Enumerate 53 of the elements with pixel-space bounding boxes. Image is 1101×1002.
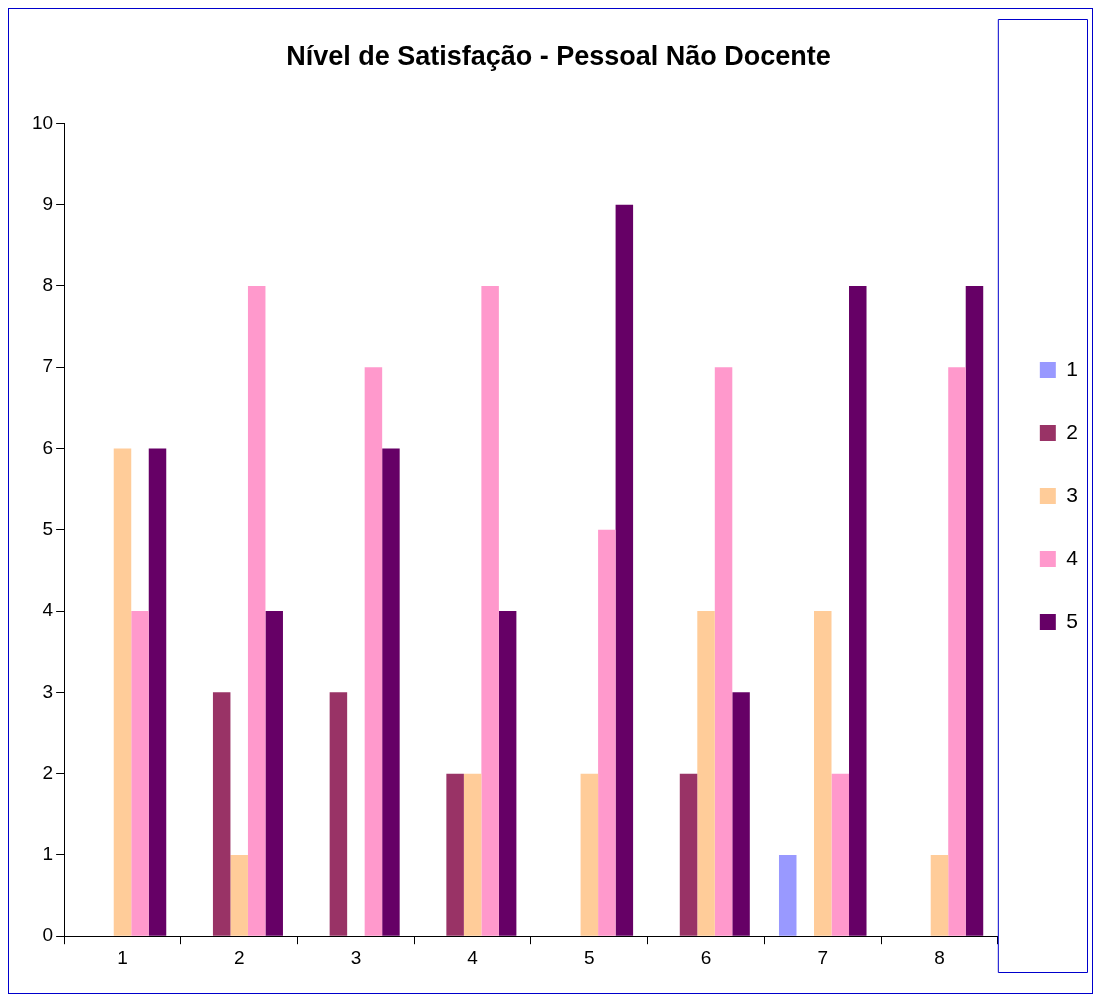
x-tick-label: 2 — [233, 946, 245, 968]
y-tick-label: 3 — [42, 680, 54, 702]
bar — [714, 367, 733, 936]
bar — [849, 285, 867, 936]
bar — [697, 611, 715, 936]
y-tick-label: 8 — [42, 274, 54, 296]
x-tick-label: 1 — [117, 946, 128, 968]
y-tick-label: 4 — [42, 599, 54, 621]
bar — [598, 529, 616, 936]
bar — [113, 448, 132, 936]
y-tick-label: 10 — [31, 111, 54, 133]
y-tick-label: 2 — [42, 761, 54, 783]
bar — [930, 854, 949, 936]
bar — [247, 285, 266, 936]
legend-label: 4 — [1066, 545, 1079, 569]
bar — [463, 773, 482, 936]
legend-label: 3 — [1066, 482, 1079, 506]
x-tick-label: 4 — [467, 946, 479, 968]
bar — [265, 611, 283, 936]
bar — [965, 285, 984, 936]
bar — [679, 773, 698, 936]
bar — [732, 692, 750, 936]
y-tick-label: 5 — [42, 518, 54, 540]
bar — [446, 773, 464, 936]
bar — [148, 448, 167, 936]
legend-label: 5 — [1066, 608, 1079, 632]
bar — [778, 854, 797, 936]
bar — [329, 692, 348, 936]
bar — [230, 854, 248, 936]
y-tick-label: 0 — [42, 924, 54, 946]
x-tick-label: 8 — [934, 946, 945, 968]
y-tick-label: 7 — [42, 355, 54, 377]
bar — [831, 773, 850, 936]
bar — [382, 448, 400, 936]
legend-label: 1 — [1066, 356, 1079, 380]
x-tick-label: 6 — [700, 946, 712, 968]
y-tick-label: 9 — [42, 192, 54, 214]
x-tick-label: 3 — [350, 946, 362, 968]
bar — [580, 773, 599, 936]
x-tick-label: 5 — [584, 946, 595, 968]
bar — [814, 611, 832, 936]
x-tick-label: 7 — [817, 946, 829, 968]
bar — [615, 204, 634, 936]
legend-label: 2 — [1066, 419, 1079, 443]
bar — [212, 692, 231, 936]
bar — [948, 367, 966, 936]
bar — [498, 611, 517, 936]
y-tick-label: 1 — [42, 843, 54, 865]
chart-title: Nível de Satisfação - Pessoal Não Docente — [286, 40, 831, 71]
bar — [364, 367, 383, 936]
bar — [131, 611, 149, 936]
y-tick-label: 6 — [42, 436, 54, 458]
bar — [481, 285, 499, 936]
